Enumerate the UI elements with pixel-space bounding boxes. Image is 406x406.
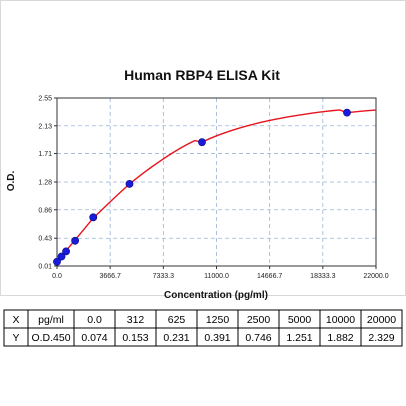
data-point bbox=[53, 257, 61, 266]
x-tick-label: 18333.3 bbox=[310, 273, 335, 280]
figure-panel bbox=[0, 0, 406, 296]
table-x-row-cell: 5000 bbox=[288, 314, 312, 326]
x-tick-label: 11000.0 bbox=[204, 273, 229, 280]
table-x-row-cell: 20000 bbox=[367, 314, 396, 326]
table-x-row-cell: 2500 bbox=[247, 314, 271, 326]
data-point bbox=[57, 252, 66, 261]
table-x-row-cell: 10000 bbox=[326, 314, 355, 326]
fitted-curve bbox=[56, 109, 377, 263]
y-axis-label: O.D. bbox=[6, 171, 17, 192]
table-y-row-cell: 0.231 bbox=[163, 332, 189, 344]
table-y-row-cell: 0.074 bbox=[81, 332, 107, 344]
plot-area: 0.0 3666.7 7333.3 11000.0 14666.7 18333.3 2200… bbox=[38, 96, 388, 281]
table-y-row-cell: 1.882 bbox=[327, 332, 353, 344]
table-y-row-cell: 2.329 bbox=[368, 332, 394, 344]
x-tick-label: 14666.7 bbox=[257, 273, 282, 280]
table-x-row-cell: pg/ml bbox=[38, 314, 64, 326]
data-point bbox=[89, 213, 98, 222]
table-y-row-cell: Y bbox=[12, 332, 19, 344]
table-y-row-cell: 1.251 bbox=[286, 332, 312, 344]
table-y-row-cell: 0.391 bbox=[204, 332, 230, 344]
table-y-row-cell: O.D.450 bbox=[31, 332, 70, 344]
chart-title: Human RBP4 ELISA Kit bbox=[124, 67, 280, 83]
x-axis-label: Concentration (pg/ml) bbox=[164, 290, 268, 301]
x-tick-label: 3666.7 bbox=[99, 273, 121, 280]
data-point bbox=[198, 138, 206, 147]
x-tick-label: 0.0 bbox=[52, 273, 62, 280]
data-point bbox=[125, 180, 134, 188]
table-x-row-cell: 625 bbox=[168, 314, 186, 326]
table-x-row-cell: 0.0 bbox=[87, 314, 102, 326]
table-y-row-cell: 0.746 bbox=[245, 332, 271, 344]
y-tick-label: 0.01 bbox=[38, 264, 52, 271]
table-x-row-cell: 1250 bbox=[206, 314, 230, 326]
y-tick-label: 1.71 bbox=[38, 151, 52, 158]
x-tick-label: 7333.3 bbox=[153, 273, 175, 280]
data-point bbox=[62, 247, 70, 256]
y-tick-label: 0.86 bbox=[38, 207, 52, 214]
table-x-row-cell: X bbox=[12, 314, 19, 326]
table-x-row-cell: 312 bbox=[127, 314, 145, 326]
data-point bbox=[343, 108, 351, 117]
data-point bbox=[71, 236, 80, 245]
y-tick-label: 0.43 bbox=[38, 236, 52, 243]
y-tick-label: 2.55 bbox=[38, 96, 52, 103]
y-tick-label: 2.13 bbox=[38, 123, 52, 130]
table-y-row-cell: 0.153 bbox=[122, 332, 148, 344]
x-tick-label: 22000.0 bbox=[363, 273, 388, 280]
y-tick-label: 1.28 bbox=[38, 180, 52, 187]
